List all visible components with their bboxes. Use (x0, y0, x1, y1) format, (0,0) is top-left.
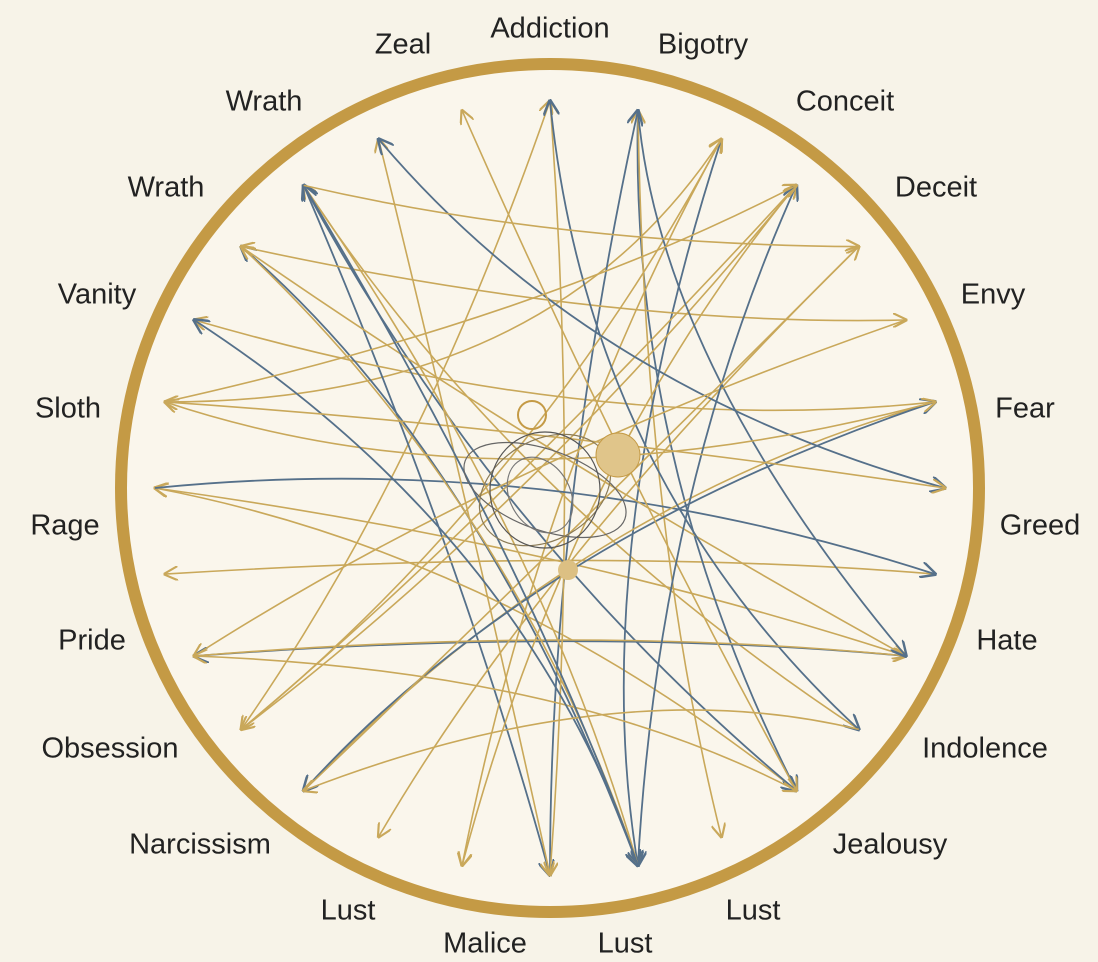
node-label: Wrath (226, 86, 303, 118)
outer-ring (121, 64, 979, 912)
node-label: Indolence (922, 733, 1048, 765)
node-label: Sloth (35, 393, 101, 425)
node-label: Narcissism (129, 829, 271, 861)
node-label: Malice (443, 928, 527, 960)
node-label: Pride (58, 625, 126, 657)
node-label: Jealousy (833, 829, 948, 861)
diagram: Addiction Bigotry Conceit Deceit Envy Fe… (0, 0, 1098, 962)
node-label: Fear (995, 393, 1055, 425)
node-label: Envy (961, 279, 1026, 311)
node-label: Obsession (41, 733, 178, 765)
page: Addiction Bigotry Conceit Deceit Envy Fe… (0, 0, 1098, 962)
node-label: Lust (321, 895, 376, 927)
node-label: Bigotry (658, 29, 749, 61)
node-label: Greed (1000, 510, 1081, 542)
node-label: Lust (726, 895, 781, 927)
node-label: Wrath (128, 172, 205, 204)
node-label: Conceit (796, 86, 894, 118)
node-label: Vanity (58, 279, 137, 311)
node-label: Rage (30, 510, 99, 542)
node-label: Addiction (490, 13, 609, 45)
node-label: Lust (598, 928, 653, 960)
node-label: Deceit (895, 172, 977, 204)
node-label: Hate (976, 625, 1037, 657)
node-label: Zeal (375, 29, 431, 61)
